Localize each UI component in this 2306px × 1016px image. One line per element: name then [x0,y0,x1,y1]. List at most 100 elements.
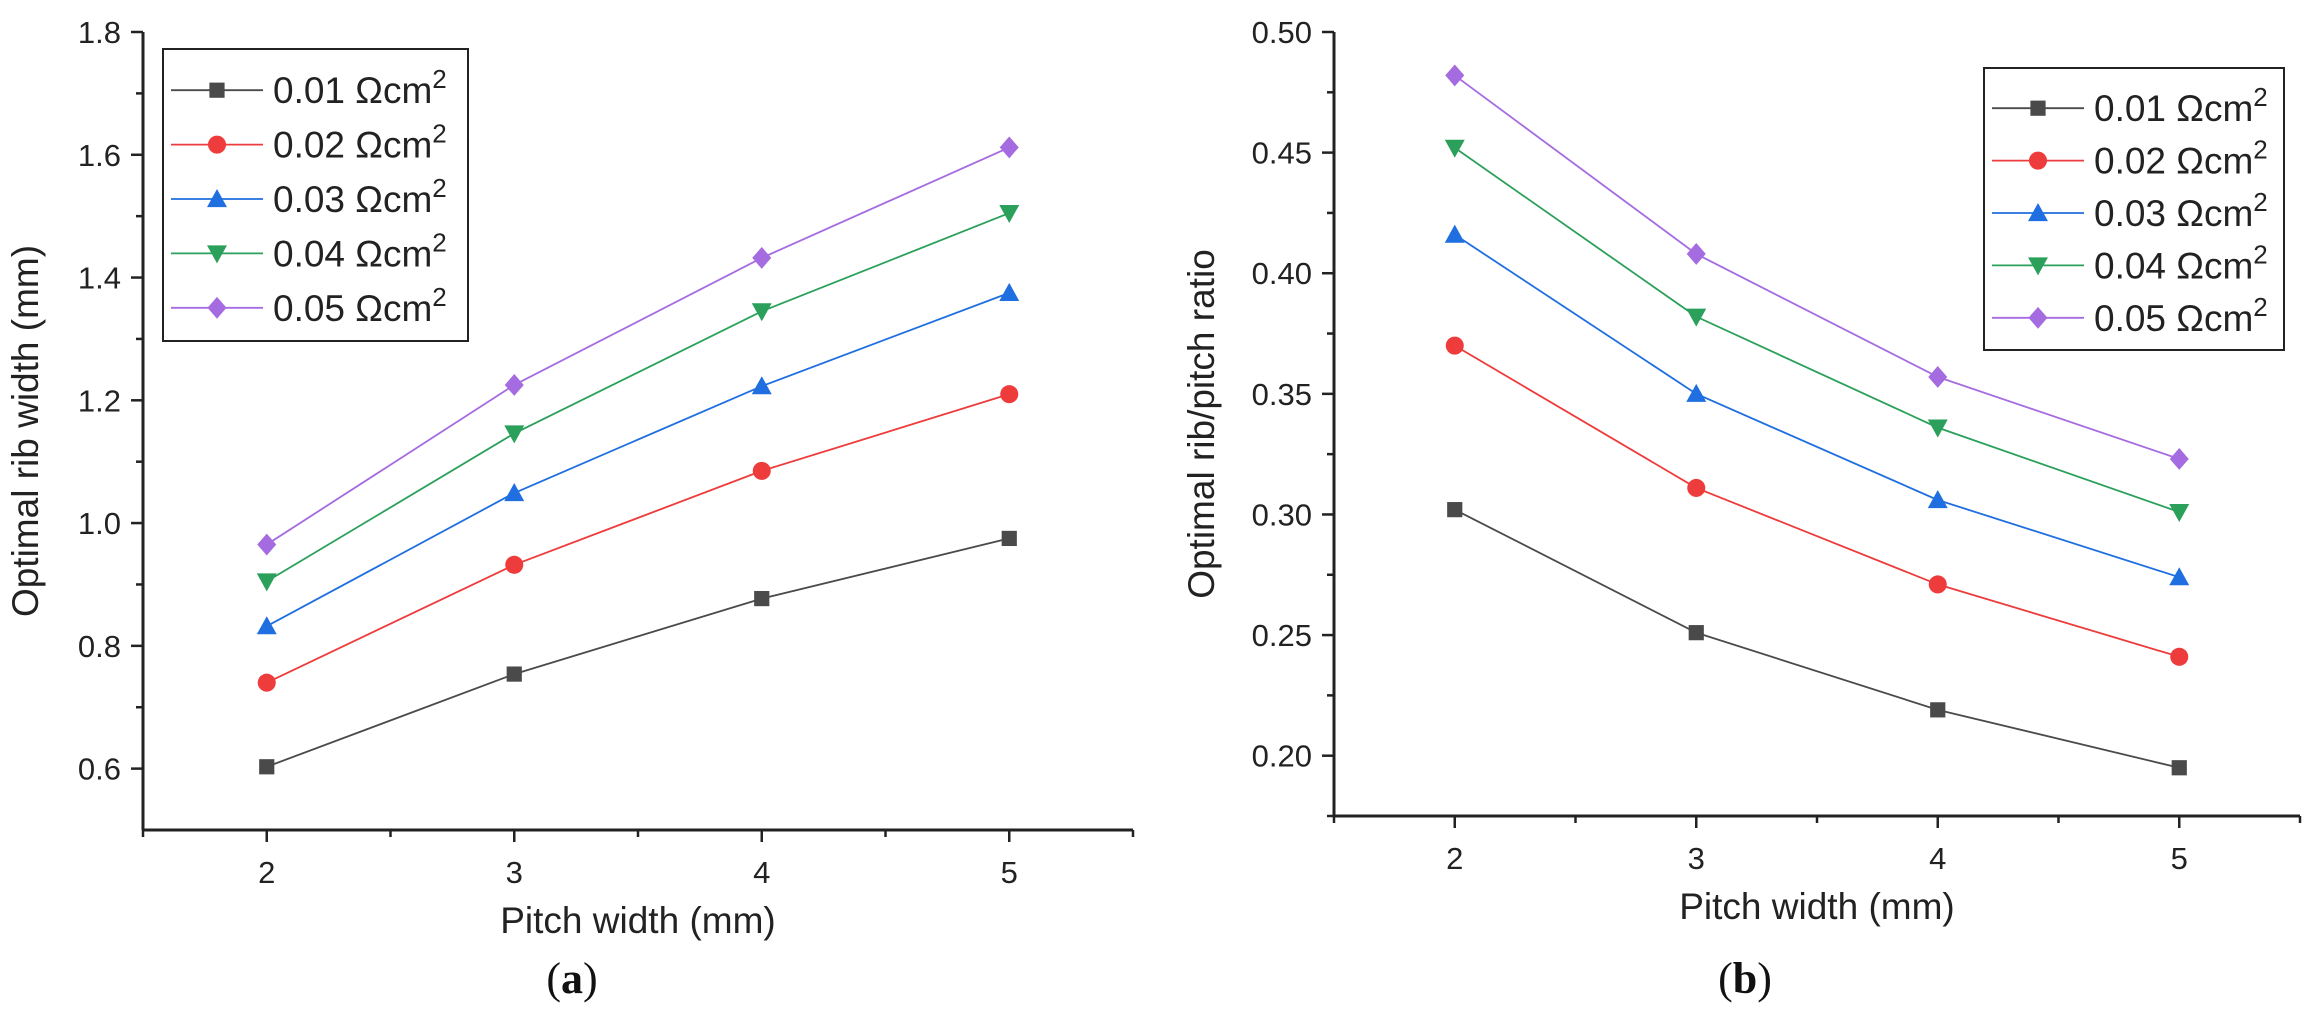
y-tick-label-b: 0.45 [1252,136,1312,171]
legend-label-b-2: 0.02 Ωcm2 [2094,135,2268,182]
series-line-a-2 [266,393,1010,684]
data-point-b-2 [1687,478,1706,497]
data-point-b-3 [1927,490,1948,509]
y-tick-label-b: 0.20 [1252,739,1312,774]
data-point-a-4 [999,205,1020,224]
data-point-a-2 [752,461,771,480]
legend-label-a-1: 0.01 Ωcm2 [273,64,447,111]
y-tick-label-a: 1.2 [78,383,121,418]
data-point-b-5 [2169,448,2189,470]
x-tick-label-b: 5 [2171,841,2188,876]
data-point-a-1 [1001,530,1017,547]
x-axis-title-b: Pitch width (mm) [1679,886,1954,927]
x-tick-label-b: 2 [1446,841,1463,876]
legend-marker-b-2 [2028,151,2048,170]
legend-marker-b-3 [2028,203,2048,222]
data-point-a-4 [504,425,525,444]
legend-label-b-3: 0.03 Ωcm2 [2094,187,2268,234]
y-tick-label-a: 1.0 [78,506,121,541]
x-tick-label-a: 2 [258,855,275,890]
data-point-b-3 [1444,224,1465,243]
data-point-b-1 [1930,702,1946,718]
legend-marker-a-4 [207,245,227,264]
y-axis-title-a: Optimal rib width (mm) [5,245,46,617]
legend-b: 0.01 Ωcm2 0.02 Ωcm2 0.03 Ωcm2 0.04 Ωcm2 0.05… [1983,67,2285,351]
data-point-a-4 [256,573,277,592]
series-line-a-5 [266,146,1010,546]
data-point-a-5 [752,246,772,269]
y-tick-label-a: 0.6 [78,752,121,787]
data-point-a-1 [506,666,522,682]
x-tick-label-a: 3 [506,855,523,890]
data-point-b-2 [1445,336,1464,355]
data-point-b-2 [2170,647,2189,666]
legend-marker-a-1 [209,82,225,98]
data-point-b-1 [1688,625,1704,641]
data-point-b-1 [2171,760,2187,776]
y-tick-label-a: 0.8 [78,629,121,664]
data-point-a-3 [999,282,1020,301]
y-tick-label-a: 1.8 [78,15,121,50]
data-point-a-5 [257,533,277,556]
data-point-b-5 [1686,243,1706,265]
legend-label-b-5: 0.05 Ωcm2 [2094,292,2268,339]
data-point-a-3 [504,483,525,502]
data-point-b-2 [1928,575,1947,594]
data-point-a-3 [256,616,277,635]
chart-panel-b: 0.20 0.25 0.30 0.35 0.40 0.45 0.50 2 3 4 5 Pitch wi… [1181,15,2302,1003]
y-tick-label-b: 0.35 [1252,377,1312,412]
legend-marker-a-5 [207,296,227,319]
x-tick-label-a: 5 [1001,855,1018,890]
legend-marker-b-4 [2028,257,2048,276]
series-line-b-1 [1454,508,2180,769]
x-axis-title-a: Pitch width (mm) [500,900,775,941]
legend-label-b-4: 0.04 Ωcm2 [2094,239,2268,286]
x-tick-label-a: 4 [753,855,770,890]
data-point-a-3 [751,376,772,395]
data-point-a-2 [257,673,276,692]
legend-label-a-5: 0.05 Ωcm2 [273,282,447,329]
data-point-b-5 [1445,64,1465,87]
data-point-a-1 [259,759,275,775]
y-tick-label-b: 0.30 [1252,497,1312,532]
series-line-a-3 [266,292,1010,627]
panel-label-a: (a) [546,954,597,1003]
legend-marker-a-2 [207,135,227,154]
series-line-a-4 [266,212,1010,583]
data-point-b-4 [2169,503,2190,523]
series-line-a-1 [266,537,1010,768]
legend-label-b-1: 0.01 Ωcm2 [2094,82,2268,129]
legend-label-a-4: 0.04 Ωcm2 [273,227,447,274]
data-point-b-5 [1928,366,1948,388]
data-point-b-3 [2169,567,2190,586]
legend-a: 0.01 Ωcm2 0.02 Ωcm2 0.03 Ωcm2 0.04 Ωcm2 0.05… [162,48,469,342]
data-point-a-4 [751,303,772,322]
series-line-b-4 [1454,147,2180,513]
y-axis-title-b: Optimal rib/pitch ratio [1181,249,1222,599]
data-point-a-5 [504,374,524,396]
data-point-b-4 [1927,419,1948,438]
data-point-b-1 [1447,502,1463,518]
y-tick-label-b: 0.50 [1252,15,1312,50]
data-point-b-3 [1686,383,1707,402]
data-point-a-2 [505,555,524,574]
data-point-a-1 [754,590,770,607]
x-tick-label-b: 4 [1929,841,1946,876]
panel-label-b: (b) [1718,954,1772,1003]
data-point-b-4 [1444,139,1465,158]
data-point-b-4 [1686,308,1707,327]
legend-marker-b-1 [2030,100,2046,116]
series-line-b-3 [1454,233,2180,579]
legend-marker-a-3 [207,189,227,208]
legend-label-a-3: 0.03 Ωcm2 [273,173,447,220]
data-point-a-2 [1000,385,1019,404]
y-tick-label-a: 1.6 [78,138,121,173]
y-tick-label-a: 1.4 [78,261,121,296]
legend-label-a-2: 0.02 Ωcm2 [273,119,447,166]
y-tick-label-b: 0.25 [1252,618,1312,653]
y-tick-label-b: 0.40 [1252,256,1312,291]
x-tick-label-b: 3 [1688,841,1705,876]
chart-panel-a: 0.6 0.8 1.0 1.2 1.4 1.6 1.8 2 3 4 5 Pitch width (mm… [5,15,1135,1003]
legend-marker-b-5 [2028,306,2048,329]
